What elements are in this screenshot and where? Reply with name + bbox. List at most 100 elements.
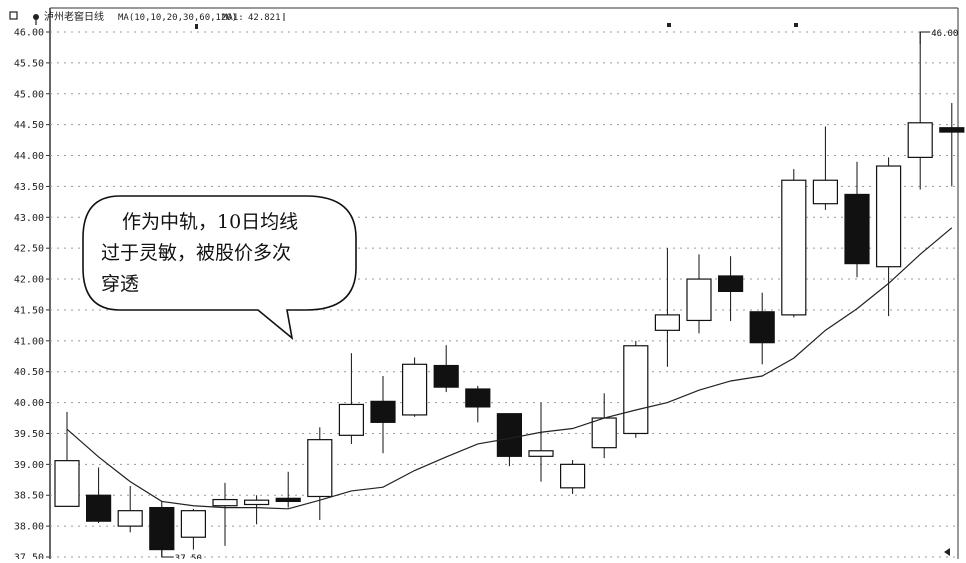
candle [402,357,428,417]
y-tick-label: 45.50 [14,58,44,69]
bubble-shape [82,195,357,340]
candle-body [433,364,459,388]
y-tick-label: 39.50 [14,429,44,440]
event-marker-icon [794,23,798,27]
candle-body [149,506,175,551]
candle-body [781,179,807,316]
y-tick-label: 41.00 [14,336,44,347]
candle-body [654,314,681,331]
low-price-label: 37.50 [175,554,202,559]
candle [465,385,491,423]
ma1-label: MA1: [222,13,244,23]
candle [117,485,143,533]
candle [749,292,775,365]
y-tick-label: 43.50 [14,182,44,193]
candle [654,248,681,367]
bubble-line-3: 穿透 [101,273,139,295]
y-tick-label: 44.00 [14,151,44,162]
y-tick-label: 44.50 [14,120,44,131]
candle-body [465,388,491,408]
candle [244,495,270,525]
y-tick-labels: 46.00 45.50 45.00 44.50 44.00 43.50 43.00 42.50… [14,28,44,563]
candle [591,393,617,459]
candle-body [844,193,870,265]
candle [559,460,586,494]
candle [781,169,807,318]
pin-icon [33,14,39,20]
candle [370,376,396,454]
ma10-line [66,227,953,510]
grid-layer [46,31,958,558]
candle-body [528,450,554,457]
candle-body [875,165,902,268]
y-tick-label: 42.00 [14,275,44,286]
candle-body [749,311,775,344]
candle-body [812,179,839,205]
candle [528,402,554,482]
candle [433,345,459,393]
candle-body [275,497,301,503]
y-tick-label: 43.00 [14,213,44,224]
candle-body [244,499,270,506]
y-tick-label: 39.00 [14,460,44,471]
candle [85,467,112,524]
candle [307,427,333,520]
menu-box-icon[interactable] [9,11,18,20]
candle-body [212,498,238,507]
candle-body [717,275,744,293]
y-tick-label: 46.00 [14,28,44,39]
candle [844,161,870,278]
candle-body [338,403,364,436]
y-tick-label: 41.50 [14,305,44,316]
candle-body [907,122,933,158]
stock-title: 泸州老窖日线 [44,10,104,23]
candle-body [307,439,333,498]
low-marker-line [161,547,174,558]
candle-body [591,417,617,449]
candle [717,256,744,322]
candle [496,413,522,467]
ma-periods: MA(10,10,20,30,60,120) [118,13,237,23]
candle-body [180,510,206,538]
ma1-value: 42.821 [248,13,281,23]
high-marker-line [919,31,931,44]
y-tick-label: 40.50 [14,367,44,378]
bubble-line-2: 过于灵敏，被股价多次 [101,242,291,264]
candle [686,254,712,334]
candle-body [939,127,965,133]
candle [875,157,902,317]
y-tick-label: 38.50 [14,491,44,502]
y-tick-label: 40.00 [14,398,44,409]
event-marker-icon [667,23,671,27]
bubble-line-1: 作为中轨，10日均线 [122,211,298,233]
candle-body [85,494,112,522]
candle-body [623,345,649,435]
annotation-bubble: 作为中轨，10日均线 过于灵敏，被股价多次 穿透 [82,195,357,340]
candle [907,32,933,190]
candle-body [117,510,143,527]
candle [338,353,364,444]
candle [54,411,80,507]
scroll-left-icon[interactable] [944,548,950,556]
candle-body [402,363,428,416]
candles-layer [54,32,965,557]
candle-body [370,400,396,423]
event-marker-icon [195,24,198,29]
y-tick-label: 37.50 [14,553,44,560]
candle-body [686,278,712,322]
y-tick-label: 45.00 [14,89,44,100]
candle [623,340,649,438]
candle-body [54,460,80,507]
candle [212,482,238,546]
candle [939,103,965,187]
candle-body [496,413,522,457]
ma-layer [66,227,953,510]
candle [180,508,206,550]
candle-body [559,463,586,489]
candle [812,126,839,210]
y-tick-label: 38.00 [14,522,44,533]
y-tick-label: 42.50 [14,244,44,255]
high-price-label: 46.00 [931,29,958,39]
